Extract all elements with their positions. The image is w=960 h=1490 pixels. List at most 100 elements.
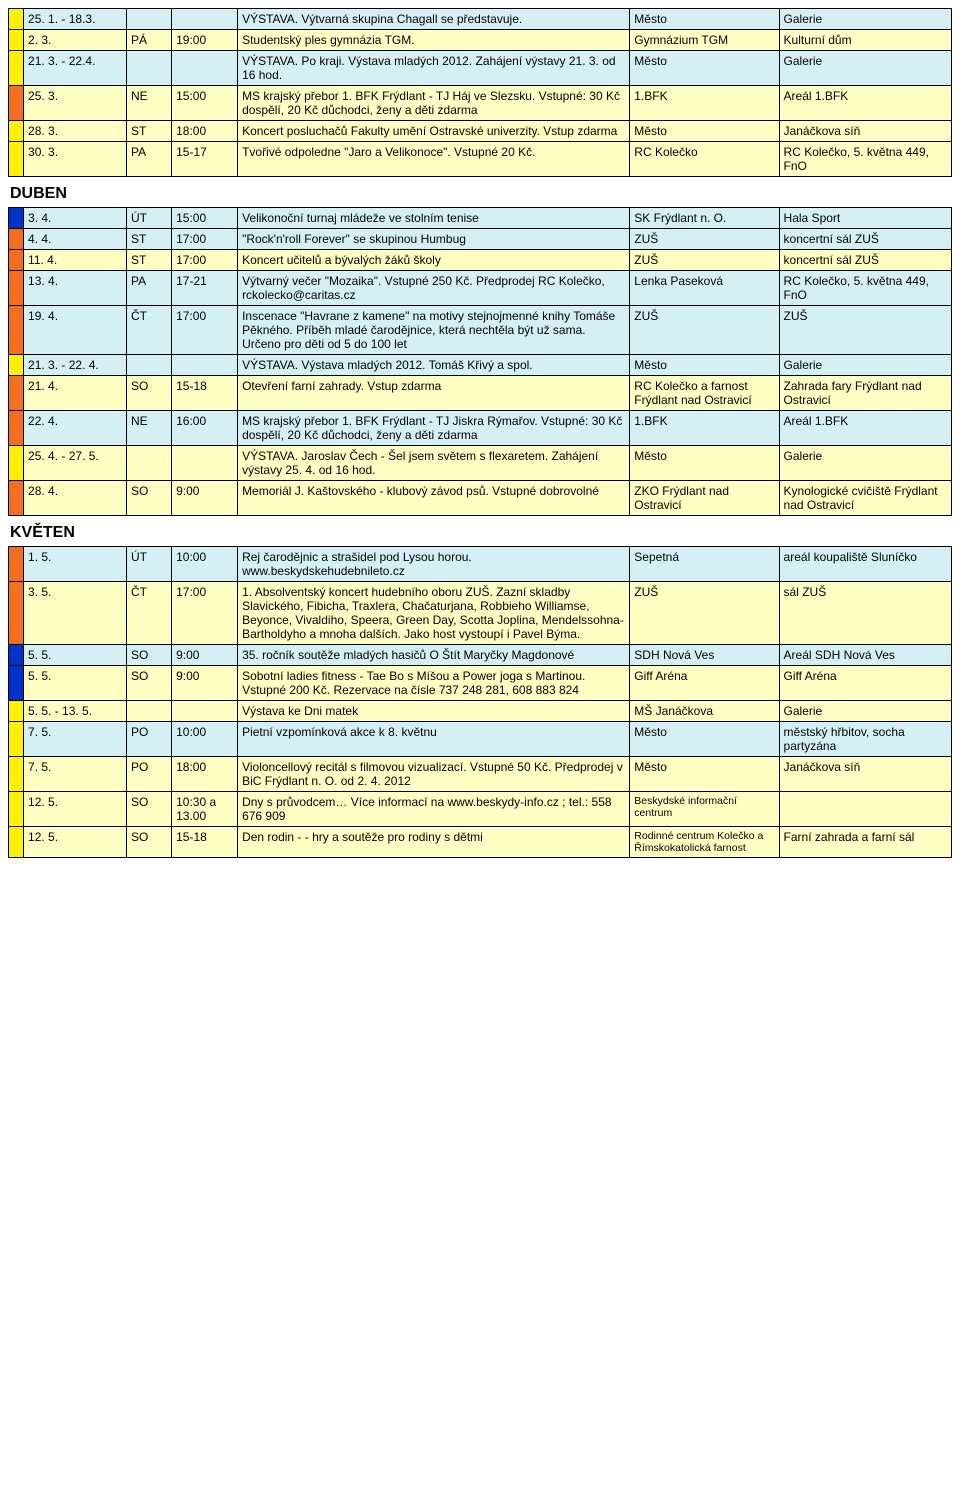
day-cell: PO [127,757,172,792]
day-cell: ČT [127,306,172,355]
description-cell: Sobotní ladies fitness - Tae Bo s Míšou … [238,666,630,701]
organizer-cell: 1.BFK [630,86,779,121]
description-cell: Výstava ke Dni matek [238,701,630,722]
color-stripe [9,229,24,250]
day-cell [127,51,172,86]
date-cell: 2. 3. [24,30,127,51]
day-cell: PA [127,271,172,306]
table-row: 5. 5.SO9:0035. ročník soutěže mladých ha… [9,645,952,666]
location-cell: Areál SDH Nová Ves [779,645,951,666]
date-cell: 11. 4. [24,250,127,271]
color-stripe [9,446,24,481]
date-cell: 5. 5. - 13. 5. [24,701,127,722]
location-cell: městský hřbitov, socha partyzána [779,722,951,757]
time-cell [172,355,238,376]
organizer-cell: ZKO Frýdlant nad Ostravicí [630,481,779,516]
description-cell: "Rock'n'roll Forever" se skupinou Humbug [238,229,630,250]
description-cell: VÝSTAVA. Výtvarná skupina Chagall se pře… [238,9,630,30]
table-row: 28. 3.ST18:00Koncert posluchačů Fakulty … [9,121,952,142]
location-cell: areál koupaliště Sluníčko [779,547,951,582]
organizer-cell: Město [630,355,779,376]
day-cell: SO [127,376,172,411]
color-stripe [9,827,24,858]
day-cell: ČT [127,582,172,645]
color-stripe [9,9,24,30]
time-cell: 19:00 [172,30,238,51]
day-cell [127,701,172,722]
organizer-cell: SDH Nová Ves [630,645,779,666]
table-row: 21. 3. - 22.4.VÝSTAVA. Po kraji. Výstava… [9,51,952,86]
description-cell: Velikonoční turnaj mládeže ve stolním te… [238,208,630,229]
day-cell: ST [127,121,172,142]
color-stripe [9,86,24,121]
date-cell: 3. 4. [24,208,127,229]
location-cell: Areál 1.BFK [779,86,951,121]
organizer-cell: 1.BFK [630,411,779,446]
events-table-kveten: 1. 5.ÚT10:00Rej čarodějnic a strašidel p… [8,546,952,858]
description-cell: VÝSTAVA. Jaroslav Čech - Šel jsem světem… [238,446,630,481]
day-cell [127,446,172,481]
date-cell: 30. 3. [24,142,127,177]
location-cell: Janáčkova síň [779,757,951,792]
day-cell: SO [127,666,172,701]
description-cell: Studentský ples gymnázia TGM. [238,30,630,51]
color-stripe [9,481,24,516]
day-cell: NE [127,86,172,121]
color-stripe [9,547,24,582]
organizer-cell: Město [630,121,779,142]
day-cell: PA [127,142,172,177]
color-stripe [9,666,24,701]
organizer-cell: Beskydské informační centrum [630,792,779,827]
time-cell: 10:00 [172,722,238,757]
location-cell: sál ZUŠ [779,582,951,645]
date-cell: 12. 5. [24,792,127,827]
color-stripe [9,757,24,792]
description-cell: Inscenace "Havrane z kamene" na motivy s… [238,306,630,355]
table-row: 25. 1. - 18.3.VÝSTAVA. Výtvarná skupina … [9,9,952,30]
table-row: 12. 5.SO15-18Den rodin - - hry a soutěže… [9,827,952,858]
organizer-cell: Sepetná [630,547,779,582]
location-cell: RC Kolečko, 5. května 449, FnO [779,142,951,177]
color-stripe [9,250,24,271]
time-cell [172,701,238,722]
organizer-cell: ZUŠ [630,229,779,250]
organizer-cell: RC Kolečko [630,142,779,177]
table-row: 3. 5.ČT17:001. Absolventský koncert hude… [9,582,952,645]
color-stripe [9,582,24,645]
location-cell: Galerie [779,355,951,376]
organizer-cell: MŠ Janáčkova [630,701,779,722]
location-cell: Kulturní dům [779,30,951,51]
location-cell: koncertní sál ZUŠ [779,229,951,250]
day-cell: ST [127,229,172,250]
table-row: 1. 5.ÚT10:00Rej čarodějnic a strašidel p… [9,547,952,582]
color-stripe [9,376,24,411]
table-row: 19. 4.ČT17:00Inscenace "Havrane z kamene… [9,306,952,355]
table-row: 2. 3.PÁ19:00Studentský ples gymnázia TGM… [9,30,952,51]
organizer-cell: Město [630,9,779,30]
day-cell [127,9,172,30]
location-cell: Farní zahrada a farní sál [779,827,951,858]
description-cell: Rej čarodějnic a strašidel pod Lysou hor… [238,547,630,582]
table-row: 25. 3.NE15:00MS krajský přebor 1. BFK Fr… [9,86,952,121]
location-cell: Giff Aréna [779,666,951,701]
color-stripe [9,51,24,86]
location-cell: ZUŠ [779,306,951,355]
color-stripe [9,142,24,177]
day-cell: NE [127,411,172,446]
time-cell: 15-18 [172,376,238,411]
month-header-kveten: KVĚTEN [10,524,952,542]
description-cell: Výtvarný večer "Mozaika". Vstupné 250 Kč… [238,271,630,306]
time-cell: 15:00 [172,208,238,229]
description-cell: 1. Absolventský koncert hudebního oboru … [238,582,630,645]
color-stripe [9,645,24,666]
date-cell: 5. 5. [24,645,127,666]
organizer-cell: Lenka Paseková [630,271,779,306]
color-stripe [9,306,24,355]
date-cell: 22. 4. [24,411,127,446]
color-stripe [9,271,24,306]
table-row: 11. 4.ST17:00Koncert učitelů a bývalých … [9,250,952,271]
date-cell: 25. 4. - 27. 5. [24,446,127,481]
time-cell: 9:00 [172,666,238,701]
time-cell: 17-21 [172,271,238,306]
organizer-cell: Gymnázium TGM [630,30,779,51]
